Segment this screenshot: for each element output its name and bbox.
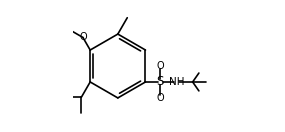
Text: S: S [156,76,164,88]
Text: O: O [79,32,87,43]
Text: O: O [156,61,164,71]
Text: O: O [156,93,164,103]
Text: NH: NH [169,77,184,87]
